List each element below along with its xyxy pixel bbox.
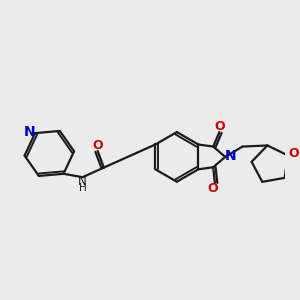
Text: O: O: [215, 120, 225, 134]
Text: N: N: [78, 175, 87, 188]
Text: H: H: [79, 183, 86, 193]
Text: O: O: [288, 147, 298, 160]
Text: N: N: [24, 125, 35, 139]
Text: O: O: [208, 182, 218, 195]
Text: N: N: [224, 149, 236, 163]
Text: O: O: [92, 139, 103, 152]
